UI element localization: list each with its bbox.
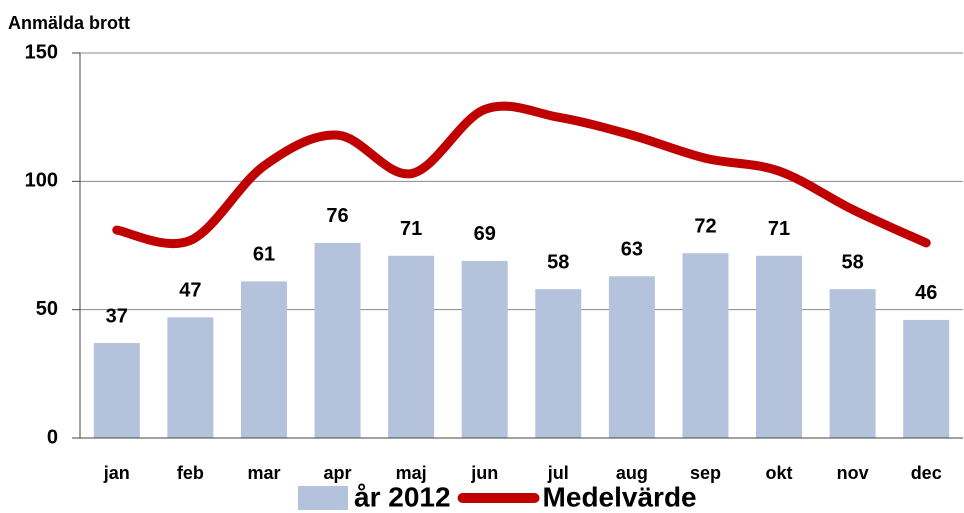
x-tick-label: sep <box>690 463 721 483</box>
bar <box>167 317 214 438</box>
data-label: 58 <box>547 251 569 273</box>
bar <box>461 260 508 438</box>
x-tick-label: nov <box>837 463 869 483</box>
legend-swatch <box>298 486 348 510</box>
y-tick-label: 0 <box>47 426 58 448</box>
bar <box>756 255 803 438</box>
x-tick-label: okt <box>766 463 793 483</box>
x-tick-label: feb <box>177 463 204 483</box>
bar <box>93 343 140 438</box>
data-label: 71 <box>768 218 790 240</box>
x-tick-label: jul <box>547 463 569 483</box>
bar <box>535 289 582 438</box>
x-tick-label: aug <box>616 463 648 483</box>
x-tick-label: dec <box>911 463 942 483</box>
bar <box>682 253 729 438</box>
x-tick-label: jan <box>103 463 130 483</box>
bar <box>903 319 950 438</box>
x-tick-label: maj <box>396 463 427 483</box>
line <box>112 101 931 249</box>
data-label: 47 <box>179 280 201 302</box>
data-label: 69 <box>474 223 496 245</box>
data-label: 72 <box>694 215 716 237</box>
legend-label: år 2012 <box>354 481 451 512</box>
bar <box>240 281 287 438</box>
y-axis-label: Anmälda brott <box>8 13 130 33</box>
x-tick-label: jun <box>470 463 498 483</box>
y-tick-label: 50 <box>36 298 58 320</box>
data-label: 46 <box>915 282 937 304</box>
x-tick-label: mar <box>247 463 280 483</box>
bar <box>314 242 361 438</box>
legend-label: Medelvärde <box>543 481 697 512</box>
bar <box>829 289 876 438</box>
x-tick-label: apr <box>324 463 352 483</box>
data-label: 58 <box>842 251 864 273</box>
data-label: 71 <box>400 218 422 240</box>
bar <box>388 255 435 438</box>
data-label: 61 <box>253 244 275 266</box>
y-tick-label: 150 <box>25 41 58 63</box>
data-label: 76 <box>326 205 348 227</box>
data-label: 63 <box>621 239 643 261</box>
data-label: 37 <box>106 305 128 327</box>
bar <box>608 276 655 438</box>
y-tick-label: 100 <box>25 170 58 192</box>
